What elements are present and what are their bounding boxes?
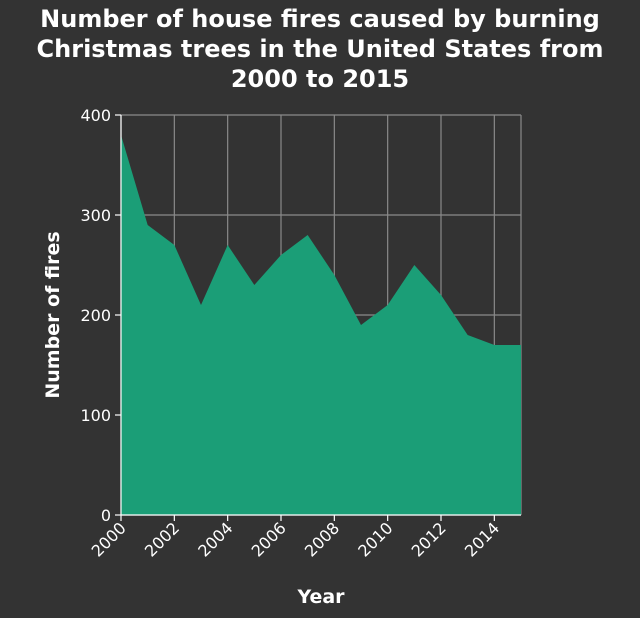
chart-title-line-3: 2000 to 2015 [230,65,410,93]
y-tick-label: 100 [80,406,111,425]
x-tick-label: 2006 [248,518,290,560]
area-series [121,135,521,515]
y-tick-label: 0 [101,506,111,525]
chart-title: Number of house fires caused by burning … [0,4,640,94]
chart-title-line-2: Christmas trees in the United States fro… [36,35,604,63]
y-tick-label: 300 [80,206,111,225]
x-axis-title: Year [296,586,345,608]
x-tick-label: 2012 [408,518,450,560]
chart-title-line-1: Number of house fires caused by burning [40,5,600,33]
x-tick-label: 2002 [141,518,183,560]
x-axis: 2000 2002 2004 2006 2008 2010 2012 2014 [88,514,521,561]
x-tick-label: 2014 [461,518,503,560]
x-tick-label: 2004 [194,518,236,560]
y-tick-label: 400 [80,106,111,125]
y-axis: 0 100 200 300 400 [80,106,122,525]
y-tick-label: 200 [80,306,111,325]
x-tick-label: 2008 [301,518,343,560]
y-axis-title: Number of fires [42,231,64,398]
x-tick-label: 2010 [354,518,396,560]
